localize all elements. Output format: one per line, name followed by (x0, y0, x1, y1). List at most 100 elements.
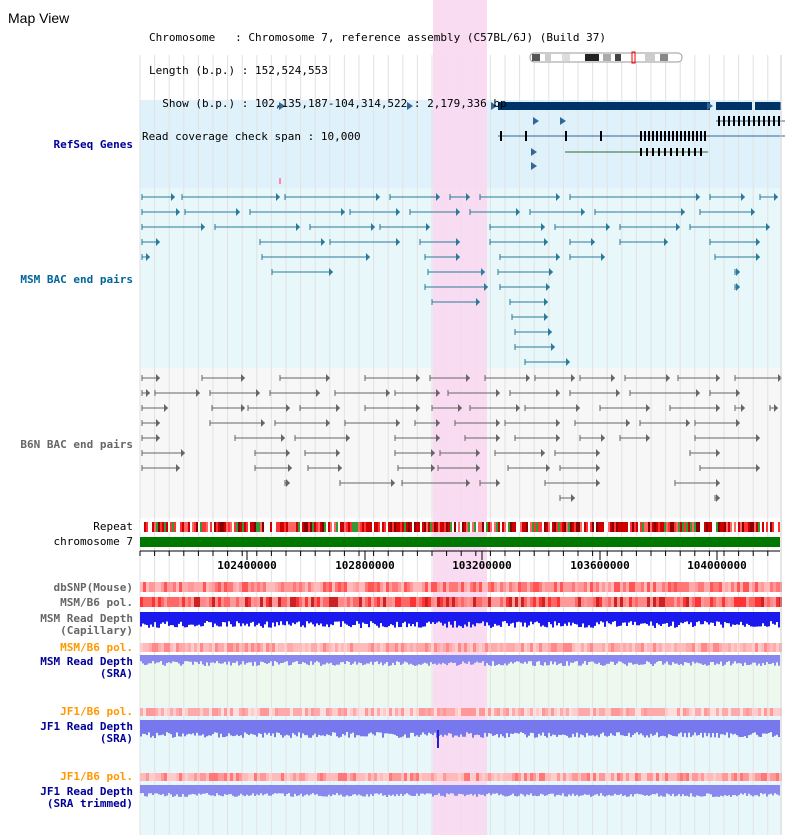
msm-depth-capillary-bar (438, 612, 440, 622)
jf1-b6-pol-trimmed-cell (491, 773, 494, 781)
msm-b6-pol-cell (530, 597, 533, 607)
jf1-depth-sra-bar (326, 720, 328, 735)
repeat-element (464, 522, 466, 532)
msm-b6-pol-cell (428, 597, 431, 607)
repeat-element (644, 522, 646, 532)
msm-depth-capillary-bar (722, 612, 724, 628)
jf1-depth-sra-bar (192, 720, 194, 734)
repeat-element (622, 522, 624, 532)
repeat-element (174, 522, 176, 532)
jf1-b6-pol-trimmed-cell (359, 773, 362, 781)
dbsnp-cell (494, 582, 497, 592)
jf1-b6-pol-cell (350, 708, 353, 716)
msm-bac-pair-arrow (466, 193, 470, 201)
dbsnp-cell (755, 582, 758, 592)
jf1-b6-pol-cell (413, 708, 416, 716)
repeat-element (314, 522, 316, 532)
jf1-depth-sra-bar (428, 720, 430, 733)
jf1-b6-pol-trimmed-cell (284, 773, 287, 781)
msm-depth-capillary-bar (766, 612, 768, 627)
msm-depth-capillary-bar (184, 612, 186, 628)
jf1-depth-sra-bar (460, 720, 462, 735)
repeat-element (494, 522, 496, 532)
repeat-element (778, 522, 780, 532)
repeat-element (440, 522, 442, 532)
jf1-depth-sra-bar (344, 720, 346, 736)
msm-b6-pol-cell (491, 597, 494, 607)
jf1-b6-pol-trimmed-cell (341, 773, 344, 781)
dbsnp-cell (377, 582, 380, 592)
jf1-depth-sra-bar (746, 720, 748, 738)
msm-depth-capillary-bar (778, 612, 780, 628)
msm-depth-sra-bar (210, 655, 212, 663)
msm-b6-pol-sra-cell (179, 643, 182, 652)
jf1-depth-trimmed-bar (622, 785, 624, 796)
jf1-b6-pol-trimmed-cell (563, 773, 566, 781)
repeat-element (630, 522, 632, 532)
msm-b6-pol-cell (278, 597, 281, 607)
msm-b6-pol-cell (575, 597, 578, 607)
msm-depth-capillary-bar (606, 612, 608, 622)
msm-b6-pol-sra-cell (587, 643, 590, 652)
msm-depth-sra-bar (702, 655, 704, 665)
dbsnp-cell (218, 582, 221, 592)
jf1-depth-trimmed-bar (704, 785, 706, 797)
msm-b6-pol-sra-cell (716, 643, 719, 652)
jf1-depth-trimmed-bar (590, 785, 592, 797)
msm-depth-capillary-bar (714, 612, 716, 626)
jf1-depth-trimmed-bar (676, 785, 678, 796)
repeat-element (242, 522, 244, 532)
msm-b6-pol-cell (413, 597, 416, 607)
jf1-depth-sra-bar (330, 720, 332, 736)
msm-b6-pol-sra-cell (158, 643, 161, 652)
msm-depth-sra-bar (342, 655, 344, 662)
jf1-depth-trimmed-bar (414, 785, 416, 796)
msm-bac-pair-arrow (601, 253, 605, 261)
b6n-bac-pair-arrow (346, 434, 350, 442)
gene-strand-arrow (533, 117, 539, 125)
jf1-b6-pol-trimmed-cell (671, 773, 674, 781)
dbsnp-cell (617, 582, 620, 592)
msm-b6-pol-cell (509, 597, 512, 607)
msm-depth-sra-bar (570, 655, 572, 663)
msm-b6-pol-sra-cell (563, 643, 566, 652)
dbsnp-cell (641, 582, 644, 592)
jf1-depth-trimmed-bar (154, 785, 156, 794)
repeat-element (662, 522, 664, 532)
jf1-depth-sra-bar (738, 720, 740, 737)
jf1-depth-sra-bar (468, 720, 470, 734)
dbsnp-cell (230, 582, 233, 592)
jf1-depth-sra-bar (250, 720, 252, 734)
msm-depth-sra-bar (626, 655, 628, 666)
msm-b6-pol-cell (323, 597, 326, 607)
jf1-b6-pol-trimmed-cell (209, 773, 212, 781)
exon (684, 131, 686, 141)
msm-depth-sra-bar (694, 655, 696, 664)
msm-b6-pol-sra-cell (482, 643, 485, 652)
msm-depth-sra-bar (414, 655, 416, 666)
msm-bac-pair-arrow (696, 193, 700, 201)
msm-depth-capillary-bar (528, 612, 530, 626)
dbsnp-cell (545, 582, 548, 592)
repeat-element (580, 522, 582, 532)
msm-b6-pol-cell (554, 597, 557, 607)
msm-depth-sra-bar (492, 655, 494, 662)
jf1-depth-sra-bar (402, 720, 404, 737)
jf1-b6-pol-trimmed-cell (464, 773, 467, 781)
msm-depth-capillary-bar (190, 612, 192, 625)
msm-b6-pol-sra-cell (668, 643, 671, 652)
msm-depth-sra-bar (566, 655, 568, 662)
msm-depth-sra-bar (652, 655, 654, 666)
msm-b6-pol-cell (476, 597, 479, 607)
msm-depth-capillary-bar (404, 612, 406, 622)
jf1-depth-trimmed-bar (662, 785, 664, 797)
msm-b6-pol-cell (563, 597, 566, 607)
msm-depth-capillary-bar (432, 612, 434, 623)
jf1-b6-pol-cell (662, 708, 665, 716)
dbsnp-cell (290, 582, 293, 592)
msm-depth-sra-bar (540, 655, 542, 666)
jf1-b6-pol-cell (296, 708, 299, 716)
repeat-element (146, 522, 148, 532)
exon (733, 116, 735, 126)
